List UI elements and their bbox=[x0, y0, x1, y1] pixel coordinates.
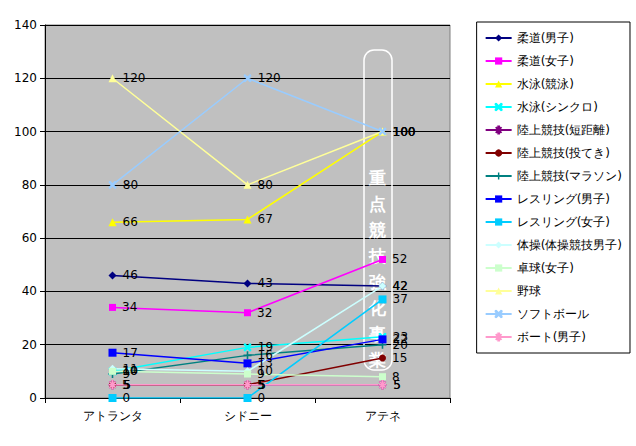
svg-text:体操(体操競技男子): 体操(体操競技男子) bbox=[517, 238, 622, 252]
svg-text:40: 40 bbox=[22, 284, 37, 298]
svg-text:52: 52 bbox=[392, 252, 407, 266]
svg-text:ソフトボール: ソフトボール bbox=[517, 307, 589, 321]
svg-text:120: 120 bbox=[123, 71, 146, 85]
svg-text:46: 46 bbox=[123, 268, 138, 282]
svg-text:重: 重 bbox=[368, 168, 386, 188]
svg-text:20: 20 bbox=[22, 338, 37, 352]
svg-text:5: 5 bbox=[123, 378, 131, 392]
svg-text:140: 140 bbox=[14, 18, 37, 32]
svg-text:10: 10 bbox=[123, 364, 138, 378]
svg-text:ボート(男子): ボート(男子) bbox=[517, 330, 586, 344]
svg-text:強: 強 bbox=[369, 272, 386, 292]
svg-text:10: 10 bbox=[257, 364, 273, 379]
svg-text:42: 42 bbox=[393, 279, 408, 293]
svg-text:120: 120 bbox=[258, 71, 281, 85]
svg-text:0: 0 bbox=[258, 391, 266, 405]
svg-text:67: 67 bbox=[258, 212, 273, 226]
svg-text:0: 0 bbox=[29, 391, 37, 405]
svg-text:5: 5 bbox=[393, 378, 401, 392]
svg-text:陸上競技(短距離): 陸上競技(短距離) bbox=[517, 123, 610, 137]
svg-text:5: 5 bbox=[258, 378, 266, 392]
svg-text:レスリング(女子): レスリング(女子) bbox=[517, 215, 610, 229]
svg-text:120: 120 bbox=[14, 71, 37, 85]
svg-text:水泳(シンクロ): 水泳(シンクロ) bbox=[517, 100, 598, 114]
svg-text:陸上競技(マラソン): 陸上競技(マラソン) bbox=[517, 169, 622, 183]
svg-text:柔道(男子): 柔道(男子) bbox=[517, 31, 574, 45]
svg-text:競: 競 bbox=[368, 220, 386, 240]
svg-text:100: 100 bbox=[14, 125, 37, 139]
svg-text:陸上競技(投てき): 陸上競技(投てき) bbox=[517, 146, 610, 160]
svg-text:13: 13 bbox=[257, 356, 273, 371]
svg-text:5: 5 bbox=[258, 378, 266, 392]
svg-text:19: 19 bbox=[257, 340, 273, 355]
svg-text:アテネ: アテネ bbox=[365, 409, 401, 423]
svg-text:柔道(女子): 柔道(女子) bbox=[517, 54, 574, 68]
svg-text:業: 業 bbox=[369, 350, 386, 370]
svg-text:野球: 野球 bbox=[517, 284, 541, 298]
svg-text:5: 5 bbox=[393, 378, 401, 392]
svg-text:42: 42 bbox=[393, 279, 408, 293]
svg-text:43: 43 bbox=[258, 276, 273, 290]
svg-text:34: 34 bbox=[122, 300, 137, 314]
svg-text:100: 100 bbox=[393, 125, 416, 139]
svg-text:レスリング(男子): レスリング(男子) bbox=[517, 192, 610, 206]
svg-text:37: 37 bbox=[393, 292, 408, 306]
svg-text:80: 80 bbox=[22, 178, 37, 192]
svg-text:80: 80 bbox=[123, 178, 138, 192]
svg-text:技: 技 bbox=[368, 246, 387, 266]
svg-text:100: 100 bbox=[393, 125, 416, 139]
svg-text:17: 17 bbox=[123, 346, 138, 360]
svg-text:100: 100 bbox=[393, 125, 416, 139]
svg-text:8: 8 bbox=[392, 369, 400, 384]
svg-text:卓球(女子): 卓球(女子) bbox=[517, 261, 574, 275]
svg-text:化: 化 bbox=[369, 298, 386, 318]
svg-text:80: 80 bbox=[258, 178, 273, 192]
svg-text:事: 事 bbox=[369, 324, 386, 344]
svg-text:0: 0 bbox=[123, 391, 131, 405]
svg-text:15: 15 bbox=[392, 351, 407, 365]
svg-text:シドニー: シドニー bbox=[224, 409, 272, 423]
svg-text:22: 22 bbox=[393, 332, 408, 346]
svg-text:10: 10 bbox=[122, 364, 137, 378]
svg-text:32: 32 bbox=[257, 306, 272, 320]
svg-text:点: 点 bbox=[369, 194, 386, 214]
svg-text:9: 9 bbox=[257, 367, 265, 381]
svg-text:60: 60 bbox=[22, 231, 37, 245]
svg-text:アトランタ: アトランタ bbox=[83, 409, 143, 423]
svg-text:5: 5 bbox=[123, 378, 131, 392]
svg-text:66: 66 bbox=[123, 215, 138, 229]
svg-text:16: 16 bbox=[257, 348, 273, 363]
svg-text:水泳(競泳): 水泳(競泳) bbox=[517, 77, 574, 91]
